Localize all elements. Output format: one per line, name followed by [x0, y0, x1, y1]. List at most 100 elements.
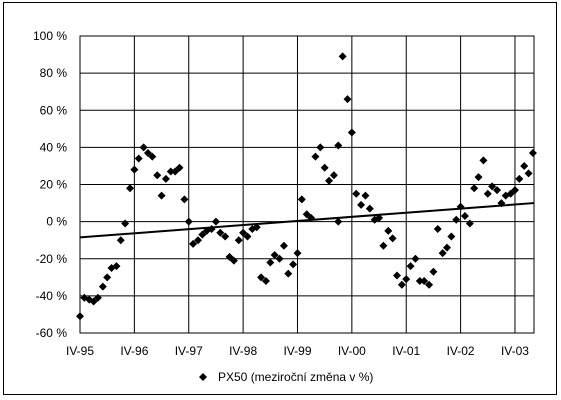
data-point — [361, 191, 370, 200]
data-point — [143, 148, 152, 157]
y-tick-label: 100 % — [33, 29, 67, 43]
data-point — [388, 234, 397, 243]
x-tick-label: IV-00 — [338, 344, 366, 358]
data-point — [243, 232, 252, 241]
data-point — [352, 189, 361, 198]
data-point — [425, 280, 434, 289]
legend-label: PX50 (meziroční změna v %) — [218, 370, 373, 384]
data-point — [334, 141, 343, 150]
data-point — [93, 293, 102, 302]
data-point — [130, 165, 139, 174]
x-tick-label: IV-97 — [175, 344, 203, 358]
data-point — [261, 277, 270, 286]
data-point — [515, 174, 524, 183]
x-tick-label: IV-95 — [66, 344, 94, 358]
data-point — [528, 148, 537, 157]
x-tick-label: IV-03 — [501, 344, 529, 358]
data-point — [157, 191, 166, 200]
data-point — [452, 215, 461, 224]
plot-area-border — [79, 35, 535, 334]
data-point — [493, 186, 502, 195]
data-point — [98, 282, 107, 291]
data-point — [252, 223, 261, 232]
data-point — [474, 173, 483, 182]
data-point — [338, 52, 347, 61]
y-tick-label: 60 % — [40, 103, 68, 117]
data-point — [134, 154, 143, 163]
data-point — [397, 280, 406, 289]
data-point — [384, 226, 393, 235]
data-point — [161, 174, 170, 183]
data-point — [289, 260, 298, 269]
data-point — [216, 228, 225, 237]
data-point — [506, 189, 515, 198]
data-point — [175, 163, 184, 172]
data-point — [198, 230, 207, 239]
data-point — [460, 212, 469, 221]
y-tick-label: -40 % — [36, 289, 68, 303]
data-point — [153, 171, 162, 180]
data-point — [343, 95, 352, 104]
data-point — [302, 210, 311, 219]
data-point — [311, 152, 320, 161]
data-point — [411, 254, 420, 263]
data-point — [284, 269, 293, 278]
data-point — [465, 219, 474, 228]
data-point — [365, 204, 374, 213]
y-tick-label: 0 % — [46, 215, 67, 229]
grid-lines — [79, 35, 534, 334]
data-point — [488, 182, 497, 191]
data-point — [121, 219, 130, 228]
data-point — [112, 262, 121, 271]
data-point — [279, 241, 288, 250]
data-point — [402, 275, 411, 284]
data-point — [329, 171, 338, 180]
data-point — [148, 152, 157, 161]
y-tick-label: -20 % — [36, 252, 68, 266]
data-point — [347, 128, 356, 137]
data-point — [221, 232, 230, 241]
data-point — [479, 156, 488, 165]
data-point — [320, 163, 329, 172]
x-tick-label: IV-99 — [283, 344, 311, 358]
data-point — [225, 252, 234, 261]
x-tick-label: IV-98 — [229, 344, 257, 358]
y-tick-label: -60 % — [36, 326, 68, 340]
x-tick-label: IV-01 — [392, 344, 420, 358]
data-point — [406, 262, 415, 271]
legend-marker-diamond-icon — [199, 373, 207, 381]
data-point — [257, 273, 266, 282]
y-axis-tick-labels: 100 % 80 % 60 % 40 % 20 % 0 % -20 % -40 % -60 % — [33, 29, 67, 340]
data-point — [234, 236, 243, 245]
y-tick-label: 80 % — [40, 66, 68, 80]
data-point — [180, 195, 189, 204]
data-point — [275, 254, 284, 263]
data-point — [126, 184, 135, 193]
data-point — [483, 189, 492, 198]
data-point — [171, 167, 180, 176]
data-point — [89, 297, 98, 306]
scatter-chart: 100 %80 %60 %40 %20 %0 %-20 %-40 %-60 % … — [33, 29, 537, 384]
data-point — [420, 277, 429, 286]
data-point — [524, 169, 533, 178]
data-point — [189, 239, 198, 248]
data-point — [166, 167, 175, 176]
trend-line — [79, 202, 535, 239]
data-points — [76, 52, 537, 321]
data-point — [433, 225, 442, 234]
y-tick-label: 20 % — [40, 178, 68, 192]
data-point — [379, 241, 388, 250]
data-point — [76, 312, 84, 321]
data-point — [392, 271, 401, 280]
data-point — [325, 176, 334, 185]
data-point — [193, 236, 202, 245]
data-point — [443, 243, 452, 252]
data-point — [184, 217, 193, 226]
data-point — [266, 258, 275, 267]
data-point — [270, 251, 279, 260]
x-tick-label: IV-96 — [120, 344, 148, 358]
data-point — [334, 217, 343, 226]
data-point — [429, 267, 438, 276]
data-point — [297, 195, 306, 204]
data-point — [139, 143, 148, 152]
